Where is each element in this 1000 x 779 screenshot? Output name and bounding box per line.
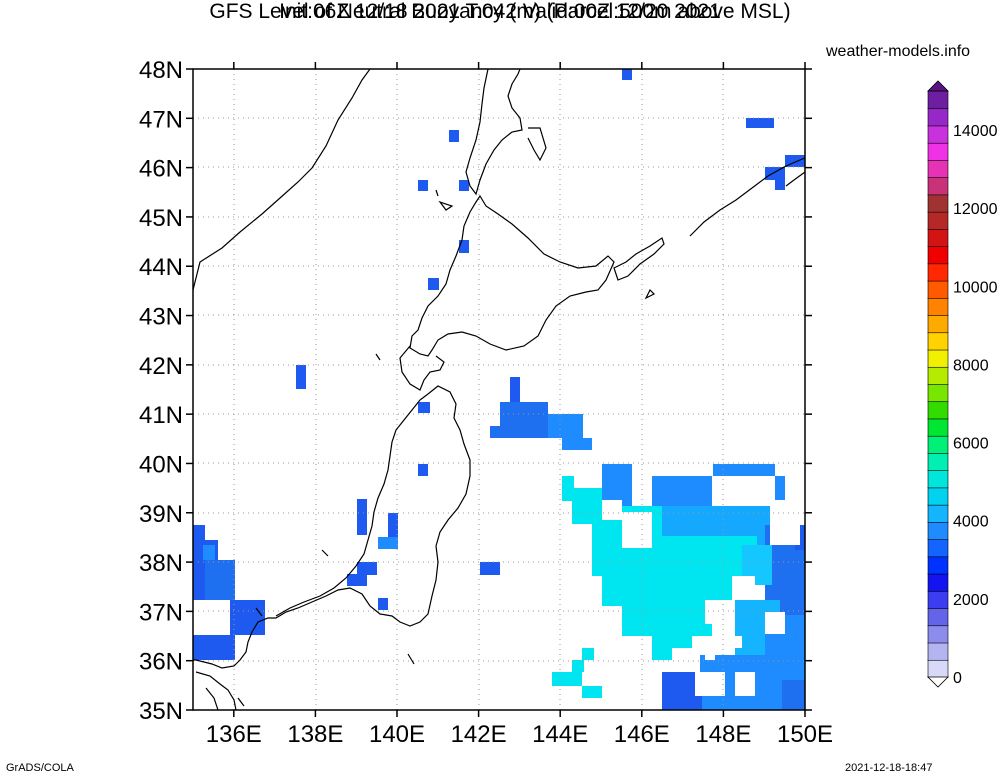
- plot-frame: [192, 68, 806, 711]
- title-line-2: Init:06Z 12/18 2021 T:042 Valid:00Z 12/2…: [279, 0, 721, 23]
- axis-ticks: 48N 47N 46N 45N 44N 43N 42N 41N 40N 39N 38N 37N 36N 3…: [139, 57, 833, 748]
- coastlines: [193, 69, 805, 710]
- lnb-cells-scattered: [296, 69, 805, 610]
- colorbar-label: 8000: [953, 357, 989, 374]
- title-line-1: GFS Level of Neutral Buoyancy (m) (Parce…: [209, 0, 791, 23]
- colorbar-box: [927, 263, 949, 282]
- colorbar-box: [927, 521, 949, 540]
- colorbar-box: [927, 159, 949, 178]
- colorbar-label: 6000: [953, 436, 989, 453]
- colorbar-box: [927, 297, 949, 316]
- lat-label: 35N: [139, 698, 183, 725]
- lon-label: 150E: [777, 721, 833, 748]
- colorbar-box: [927, 331, 949, 351]
- colorbar-box: [927, 280, 949, 299]
- colorbar-box: [927, 245, 949, 265]
- colorbar-box: [927, 487, 949, 506]
- coast-hokkaido: [409, 194, 615, 357]
- lnb-region-tohoku-east: [490, 377, 592, 450]
- lat-label: 46N: [139, 156, 183, 183]
- colorbar-box: [927, 314, 949, 334]
- lon-label: 136E: [206, 721, 262, 748]
- coast-sakhalin: [465, 69, 547, 196]
- lon-label: 138E: [287, 721, 343, 748]
- grid-lines: [193, 69, 805, 710]
- colorbar-box: [927, 176, 949, 196]
- colorbar-box: [927, 211, 949, 230]
- colorbar-box: [927, 435, 949, 454]
- colorbar-label: 4000: [953, 514, 989, 531]
- coast-kurils: [613, 157, 805, 300]
- colorbar-label: 2000: [953, 592, 989, 609]
- colorbar-box: [927, 538, 949, 558]
- lon-label: 142E: [451, 721, 507, 748]
- coast-mainland-asia: [193, 69, 371, 291]
- lnb-field: [193, 69, 805, 710]
- coast-honshu-west: [275, 399, 421, 617]
- colorbar-box: [927, 142, 949, 161]
- lon-label: 148E: [695, 721, 751, 748]
- colorbar-box: [927, 659, 949, 678]
- colorbar-label: 14000: [953, 123, 998, 140]
- colorbar-box: [927, 418, 949, 437]
- colorbar-box: [927, 383, 949, 403]
- lat-label: 47N: [139, 106, 183, 133]
- colorbar-box: [927, 452, 949, 471]
- colorbar-boxes: [927, 80, 949, 688]
- lat-label: 40N: [139, 451, 183, 478]
- lat-label: 39N: [139, 501, 183, 528]
- colorbar-bottom-arrow: [927, 676, 949, 688]
- colorbar-box: [927, 228, 949, 247]
- colorbar-box: [927, 642, 949, 661]
- colorbar-label: 0: [953, 670, 962, 687]
- coast-hokkaido-sw: [399, 345, 445, 391]
- colorbar-label: 12000: [953, 201, 998, 218]
- colorbar-box: [927, 556, 949, 575]
- colorbar-label: 10000: [953, 279, 998, 296]
- lat-label: 45N: [139, 205, 183, 232]
- lon-label: 140E: [369, 721, 425, 748]
- lat-label: 36N: [139, 649, 183, 676]
- colorbar-box: [927, 107, 949, 127]
- colorbar-box: [927, 504, 949, 523]
- lat-label: 44N: [139, 254, 183, 281]
- lat-label: 48N: [139, 57, 183, 84]
- coast-islands: [237, 189, 454, 707]
- colorbar-top-arrow: [927, 80, 949, 92]
- colorbar-box: [927, 573, 949, 592]
- lat-label: 37N: [139, 599, 183, 626]
- lat-label: 41N: [139, 402, 183, 429]
- colorbar-box: [927, 607, 949, 627]
- colorbar-box: [927, 349, 949, 368]
- colorbar-labels: 0 2000 4000 6000 8000 10000 12000 14000: [953, 123, 998, 687]
- colorbar-box: [927, 125, 949, 144]
- colorbar-box: [927, 90, 949, 110]
- colorbar-box: [927, 366, 949, 385]
- lon-label: 144E: [532, 721, 588, 748]
- lnb-region-offshore: [552, 464, 805, 710]
- coast-kyushu: [195, 671, 237, 710]
- colorbar-box: [927, 194, 949, 213]
- lat-label: 42N: [139, 353, 183, 380]
- colorbar-box: [927, 624, 949, 644]
- footer-right: 2021-12-18-18:47: [845, 762, 933, 774]
- site-label: weather-models.info: [826, 43, 971, 60]
- colorbar-box: [927, 590, 949, 609]
- lnb-region-west: [193, 525, 265, 660]
- footer-left: GrADS/COLA: [6, 762, 74, 774]
- colorbar-box: [927, 469, 949, 489]
- colorbar-box: [927, 400, 949, 420]
- lon-label: 146E: [614, 721, 670, 748]
- lat-label: 43N: [139, 304, 183, 331]
- coast-honshu: [193, 385, 471, 669]
- lat-label: 38N: [139, 550, 183, 577]
